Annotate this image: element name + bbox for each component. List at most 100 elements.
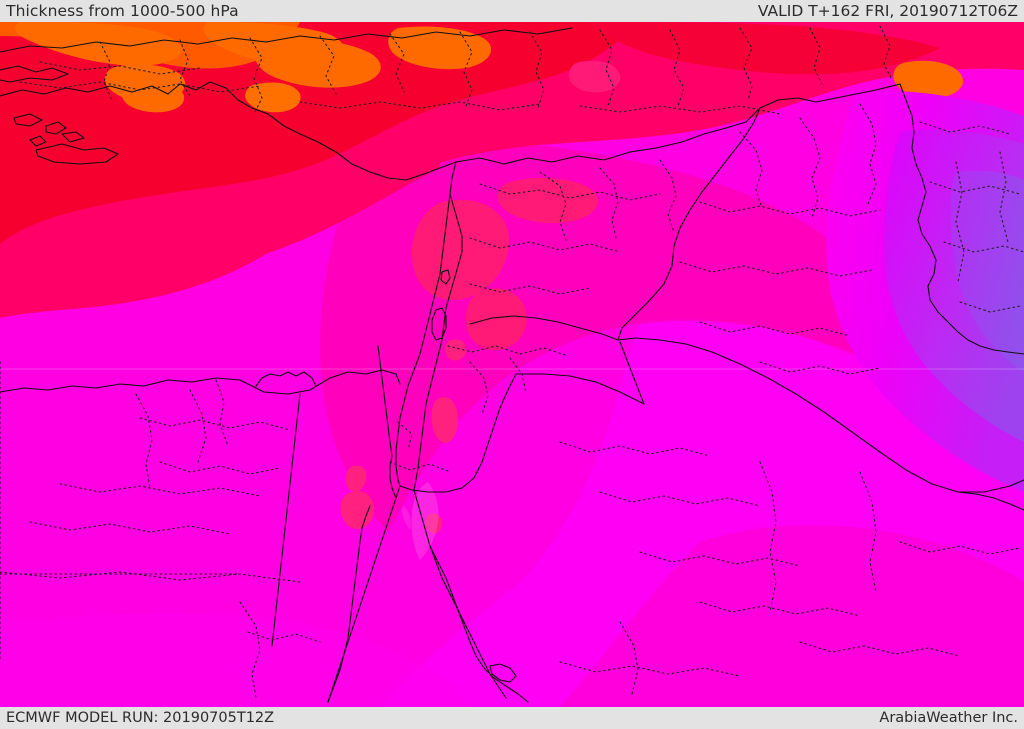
field-orange-core-e (388, 26, 492, 70)
admin-iran-c (943, 241, 1024, 253)
admin-turkey-d (249, 37, 263, 115)
coastline-crete (35, 143, 119, 165)
admin-saudi-h (559, 661, 741, 677)
model-run-label: ECMWF MODEL RUN: 20190705T12Z (6, 710, 275, 726)
page-title: Thickness from 1000-500 hPa (6, 2, 239, 20)
admin-sinai-a (389, 461, 451, 473)
field-pink-blob-jordan (466, 288, 527, 351)
border-turkey-syria (455, 83, 901, 165)
sea-tone-gulf (402, 506, 411, 530)
admin-iraq-d (699, 201, 881, 217)
field-pink-blob-sinai-b (345, 465, 367, 492)
admin-egypt-h (0, 571, 301, 583)
admin-saudi-c (639, 551, 801, 567)
admin-egypt-a (135, 393, 153, 489)
coastline-island-a (13, 113, 43, 127)
admin-jordan-a (447, 345, 569, 357)
footer-bar: ECMWF MODEL RUN: 20190705T12Z ArabiaWeat… (0, 707, 1024, 729)
admin-egypt-d (139, 417, 291, 431)
river-nile (271, 393, 301, 647)
weather-map-canvas[interactable] (0, 22, 1024, 707)
admin-turkey-o (299, 101, 541, 111)
field-pink-blob-turkey-sm (568, 60, 621, 93)
admin-turkey-e (319, 35, 337, 95)
coastline-island-d (61, 131, 85, 143)
field-orange-core-f (121, 81, 185, 113)
coastline-turkey-south (0, 81, 457, 181)
coastline-persian-gulf (957, 491, 1024, 511)
field-orange-core-g (245, 82, 301, 113)
admin-turkey-j (669, 29, 685, 107)
admin-saudi-f (859, 471, 877, 593)
map-admin-boundaries-layer (0, 25, 1024, 699)
coastline-egypt-north (0, 369, 401, 395)
border-jordan-saudi-straight (515, 341, 645, 405)
field-pink-blob-negev (425, 513, 443, 534)
coastline-redsea-west (327, 505, 371, 703)
coastline-suez-canal (377, 345, 393, 457)
field-bright-magenta-lowerleft (0, 613, 470, 707)
waterbody-sea-of-galilee (440, 269, 451, 285)
admin-iran-b (929, 181, 1021, 195)
coastline-levant (395, 161, 457, 487)
field-blueviolet-iran-deep (950, 170, 1024, 372)
field-orange-core-d (254, 39, 381, 88)
border-jordan-syria (469, 315, 619, 341)
field-pink-blob-sinai-a (340, 490, 374, 530)
sea-tone-red-sea (411, 482, 439, 560)
attribution-label: ArabiaWeather Inc. (879, 710, 1018, 726)
admin-iraq-e (679, 261, 873, 277)
admin-turkey-m (879, 25, 893, 81)
admin-iran-f (999, 151, 1009, 243)
border-jordan-west (399, 373, 517, 493)
admin-iraq-g (759, 361, 881, 375)
admin-iran-d (959, 301, 1021, 313)
admin-saudi-i (799, 641, 961, 657)
admin-saudi-e (759, 461, 777, 613)
coastline-turkey-north (0, 27, 573, 53)
map-geography-layer (0, 27, 1024, 703)
admin-egypt-j (239, 601, 261, 699)
admin-egypt-f (59, 483, 261, 497)
coastline-aegean-islands (0, 65, 69, 83)
admin-syria-b (599, 167, 619, 239)
admin-turkey-h (529, 31, 545, 109)
admin-saudi-j (619, 621, 639, 695)
admin-negev-a (397, 421, 413, 451)
admin-iraq-f (699, 321, 851, 337)
coastline-nile-delta (255, 371, 317, 387)
admin-syria-c (659, 159, 677, 233)
coastline-island-c (29, 135, 47, 147)
admin-saudi-a (559, 441, 711, 457)
admin-syria-f (469, 283, 591, 295)
field-pink-blob-small-a (445, 339, 466, 361)
valid-time-label: VALID T+162 FRI, 20190712T06Z (757, 2, 1018, 20)
coastline-saudi-west (429, 545, 529, 703)
admin-egypt-g (29, 521, 231, 535)
admin-turkey-b (99, 41, 113, 101)
field-orange-core-a (15, 22, 182, 66)
admin-turkey-p (579, 105, 781, 115)
admin-turkey-f (389, 33, 405, 93)
border-syria-iraq (617, 107, 761, 341)
admin-turkey-g (459, 31, 473, 107)
admin-turkey-l (809, 27, 823, 85)
coastline-island-b (45, 121, 67, 135)
coastline-sinai-west (327, 485, 401, 703)
admin-turkey-n (19, 81, 261, 93)
field-magenta-arabia-interior (560, 524, 1024, 707)
field-pink-blob-small-b (431, 397, 458, 443)
admin-iraq-a (739, 131, 763, 209)
admin-iran-a (919, 121, 1011, 135)
admin-jordan-b (469, 361, 489, 415)
field-pink-blob-levant-main (411, 199, 510, 300)
field-red-north-syria (590, 22, 940, 75)
admin-iraq-b (799, 117, 821, 219)
header-bar: Thickness from 1000-500 hPa VALID T+162 … (0, 0, 1024, 22)
border-israel-jordan (413, 193, 463, 491)
admin-turkey-k (739, 27, 753, 101)
field-orange-core-h (893, 60, 964, 99)
field-pink-blob-syria-a (497, 177, 598, 224)
coastline-saudi-detail (489, 663, 517, 683)
